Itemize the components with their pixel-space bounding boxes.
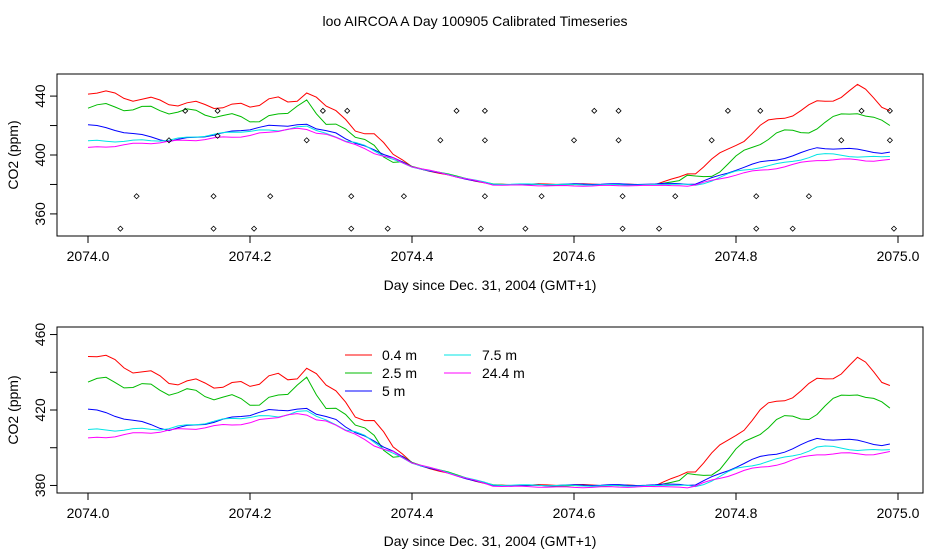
top-marker-point: [619, 193, 626, 200]
top-series-7.5-m: [87, 125, 890, 186]
top-marker-point: [481, 193, 488, 200]
top-marker-point: [210, 193, 217, 200]
top-marker-point: [805, 193, 812, 200]
top-y-axis-label: CO2 (ppm): [5, 120, 21, 189]
top-marker-point: [886, 137, 893, 144]
top-series-24.4-m: [87, 127, 890, 187]
bottom-y-axis-label: CO2 (ppm): [5, 375, 21, 444]
top-marker-point: [384, 225, 391, 232]
top-marker-point: [250, 225, 258, 232]
top-marker-point: [615, 107, 622, 114]
top-x-tick-label: 2074.2: [229, 248, 272, 264]
top-series-2.5-m: [87, 99, 891, 186]
top-marker-point: [348, 225, 355, 232]
top-marker-point: [619, 225, 626, 232]
top-x-axis-label: Day since Dec. 31, 2004 (GMT+1): [384, 277, 597, 293]
top-marker-point: [214, 132, 221, 139]
top-series-5-m: [87, 123, 890, 186]
bottom-series-2.5-m: [87, 376, 891, 487]
bottom-y-tick-label: 380: [32, 474, 48, 498]
top-x-tick-label: 2074.4: [391, 248, 434, 264]
top-marker-point: [753, 225, 760, 232]
top-marker-point: [708, 137, 715, 144]
bottom-series-24.4-m: [87, 413, 890, 489]
top-marker-point: [753, 193, 760, 200]
top-x-tick-label: 2074.8: [715, 248, 758, 264]
top-marker-point: [672, 193, 679, 200]
top-marker-point: [319, 107, 326, 114]
top-x-tick-label: 2074.0: [67, 248, 110, 264]
top-marker-point: [348, 193, 355, 200]
top-marker-point: [344, 107, 351, 114]
bottom-x-tick-label: 2074.8: [715, 505, 758, 521]
top-x-tick-label: 2074.6: [553, 248, 596, 264]
legend-label-0.4-m: 0.4 m: [382, 347, 417, 363]
top-marker-point: [210, 225, 217, 232]
bottom-x-tick-label: 2074.6: [553, 505, 596, 521]
top-marker-point: [477, 225, 484, 232]
top-marker-point: [214, 107, 221, 114]
bottom-x-tick-label: 2074.0: [67, 505, 110, 521]
bottom-y-tick-label: 460: [32, 323, 48, 347]
top-marker-point: [481, 107, 488, 114]
top-marker-point: [481, 137, 488, 144]
legend-label-2.5-m: 2.5 m: [382, 365, 417, 381]
bottom-x-axis-label: Day since Dec. 31, 2004 (GMT+1): [384, 533, 597, 549]
top-marker-point: [538, 193, 545, 200]
top-marker-point: [303, 137, 310, 144]
bottom-series-5-m: [87, 407, 890, 487]
top-plot-frame: [56, 73, 924, 237]
bottom-x-tick-label: 2074.4: [391, 505, 434, 521]
legend-label-5-m: 5 m: [382, 383, 405, 399]
top-marker-point: [591, 107, 598, 114]
top-marker-point: [400, 193, 407, 200]
top-marker-point: [615, 137, 622, 144]
top-y-tick-label: 440: [32, 84, 48, 108]
top-marker-point: [570, 137, 578, 144]
top-marker-point: [165, 137, 173, 144]
top-marker-point: [838, 137, 845, 144]
figure-title: loo AIRCOA A Day 100905 Calibrated Times…: [322, 13, 627, 29]
bottom-panel: 2074.0 2074.2 2074.4 2074.6 2074.8 2075.0 380…: [5, 323, 924, 549]
top-marker-point: [890, 225, 898, 232]
top-marker-point: [133, 193, 140, 200]
top-marker-point: [267, 193, 274, 200]
top-marker-point: [757, 107, 764, 114]
bottom-x-tick-label: 2074.2: [229, 505, 272, 521]
top-panel: 2074.0 2074.2 2074.4 2074.6 2074.8 2075.0 360…: [5, 73, 924, 293]
top-marker-point: [117, 225, 124, 232]
legend-label-7.5-m: 7.5 m: [482, 347, 517, 363]
bottom-y-tick-label: 420: [32, 398, 48, 422]
top-marker-point: [453, 107, 460, 114]
top-marker-point: [858, 107, 865, 114]
top-x-tick-label: 2075.0: [877, 248, 920, 264]
top-marker-point: [886, 107, 893, 114]
top-marker-point: [182, 107, 189, 114]
top-marker-point: [655, 225, 663, 232]
legend: 0.4 m 2.5 m 5 m 7.5 m 24.4 m: [345, 347, 525, 399]
top-y-tick-label: 400: [32, 143, 48, 167]
top-y-tick-label: 360: [32, 202, 48, 226]
bottom-series-7.5-m: [87, 410, 890, 488]
top-marker-point: [437, 137, 444, 144]
top-marker-point: [522, 225, 529, 232]
top-marker-point: [724, 107, 731, 114]
legend-label-24.4-m: 24.4 m: [482, 365, 525, 381]
bottom-x-tick-label: 2075.0: [877, 505, 920, 521]
top-marker-point: [789, 225, 796, 232]
